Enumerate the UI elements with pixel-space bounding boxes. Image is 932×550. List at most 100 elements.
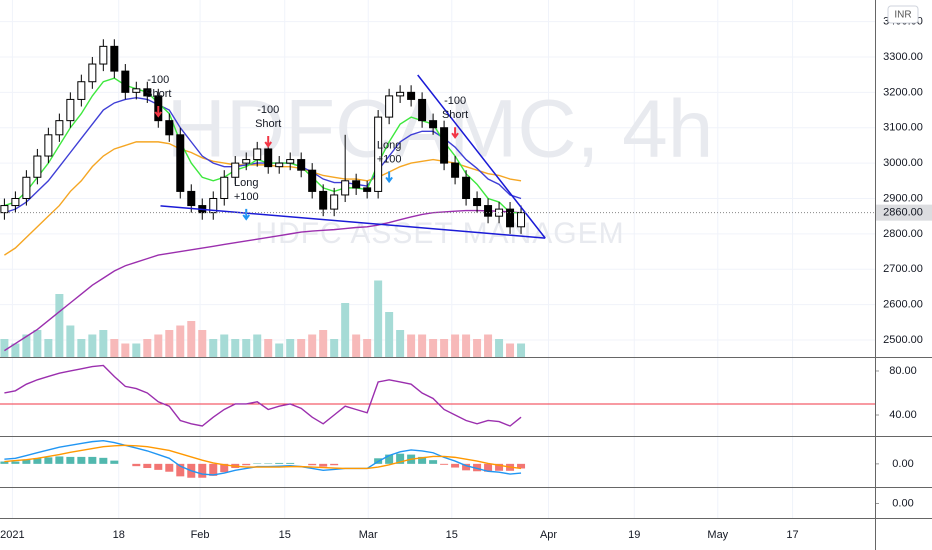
candle-body xyxy=(462,176,471,199)
candle-body xyxy=(143,88,152,97)
candle-body xyxy=(374,116,383,192)
annotation-label: Short xyxy=(255,118,281,130)
histogram-bar xyxy=(11,461,20,464)
series-line xyxy=(4,141,522,256)
candle-body xyxy=(22,176,31,199)
volume-bar xyxy=(286,339,295,357)
candle-body xyxy=(99,45,108,65)
candle-body xyxy=(484,205,493,217)
annotation-label: Long xyxy=(377,139,401,151)
volume-bar xyxy=(484,334,493,357)
candle-body xyxy=(352,180,361,189)
histogram-bar xyxy=(0,461,9,464)
y-tick-label: 3100.00 xyxy=(883,122,923,134)
y-tick-label: 3200.00 xyxy=(883,86,923,98)
candle-body xyxy=(385,95,394,118)
volume-bar xyxy=(341,303,350,357)
volume-bar xyxy=(176,325,185,357)
histogram-bar xyxy=(275,462,284,464)
volume-bar xyxy=(121,343,130,357)
volume-bar xyxy=(132,343,141,357)
volume-bar xyxy=(22,334,31,357)
annotation-label: -100 xyxy=(147,74,169,86)
candle-body xyxy=(429,120,438,129)
histogram-bar xyxy=(99,457,108,464)
volume-bar xyxy=(187,321,196,357)
histogram-bar xyxy=(462,463,471,471)
x-tick-label: Apr xyxy=(540,529,557,541)
volume-bar xyxy=(253,334,262,357)
watermark: HDFC ASSET MANAGEM xyxy=(255,217,624,250)
currency-button xyxy=(887,5,919,24)
candle-body xyxy=(451,162,460,178)
candle-body xyxy=(440,127,449,164)
candle-body xyxy=(11,197,20,207)
series-line xyxy=(4,444,522,470)
histogram-bar xyxy=(220,463,229,473)
candle-body xyxy=(275,162,284,168)
x-tick-label: 19 xyxy=(628,529,640,541)
y-tick-label: 3000.00 xyxy=(883,157,923,169)
y-tick-label: 2500.00 xyxy=(883,334,923,346)
volume-bar xyxy=(44,339,53,357)
histogram-bar xyxy=(484,463,493,472)
volume-bar xyxy=(374,280,383,357)
volume-bar xyxy=(220,334,229,357)
volume-bar xyxy=(0,339,9,357)
x-tick-label: 17 xyxy=(786,529,798,541)
x-tick-label: Mar xyxy=(359,529,378,541)
volume-bar xyxy=(363,339,372,357)
candle-body xyxy=(0,205,9,214)
volume-bar xyxy=(264,339,273,357)
candle-body xyxy=(88,63,97,83)
annotation-label: -100 xyxy=(444,95,466,107)
volume-bar xyxy=(154,334,163,357)
volume-bar xyxy=(330,339,339,357)
annotation-label: Long xyxy=(234,177,258,189)
histogram-bar xyxy=(319,463,328,467)
signal-arrow xyxy=(451,127,459,139)
candle-body xyxy=(176,134,185,192)
volume-bar xyxy=(319,330,328,357)
histogram-bar xyxy=(429,460,438,464)
volume-bar xyxy=(143,339,152,357)
histogram-bar xyxy=(286,462,295,464)
x-tick-label: 2021 xyxy=(0,529,24,541)
volume-bar xyxy=(506,343,515,357)
candle-body xyxy=(319,190,328,210)
volume-bar xyxy=(297,339,306,357)
histogram-bar xyxy=(440,463,449,465)
histogram-bar xyxy=(22,459,31,464)
histogram-bar xyxy=(396,453,405,464)
series-line xyxy=(4,364,522,427)
annotation-label: Short xyxy=(145,88,171,100)
candle-body xyxy=(253,148,262,161)
candle-body xyxy=(220,176,229,199)
candle-body xyxy=(506,208,515,228)
volume-bar xyxy=(242,339,251,357)
candle-body xyxy=(341,180,350,196)
histogram-bar xyxy=(198,463,207,478)
y-tick-label: 0.00 xyxy=(892,458,913,470)
histogram-bar xyxy=(44,457,53,464)
histogram-bar xyxy=(517,463,526,469)
currency-label: INR xyxy=(894,10,911,21)
histogram-bar xyxy=(66,456,75,464)
histogram-bar xyxy=(176,463,185,477)
last-price-box xyxy=(876,204,932,221)
x-tick-label: 15 xyxy=(446,529,458,541)
candle-body xyxy=(110,45,119,72)
volume-bar xyxy=(308,334,317,357)
series-line xyxy=(4,96,522,214)
histogram-bar xyxy=(77,456,86,464)
candle-body xyxy=(231,162,240,178)
candle-body xyxy=(77,81,86,100)
candle-body xyxy=(242,159,251,164)
trend-line xyxy=(417,74,546,239)
histogram-bar xyxy=(154,463,163,470)
signal-arrow xyxy=(154,105,163,118)
last-price-label: 2860.00 xyxy=(883,207,923,219)
x-tick-label: May xyxy=(707,529,728,541)
volume-bar xyxy=(462,334,471,357)
